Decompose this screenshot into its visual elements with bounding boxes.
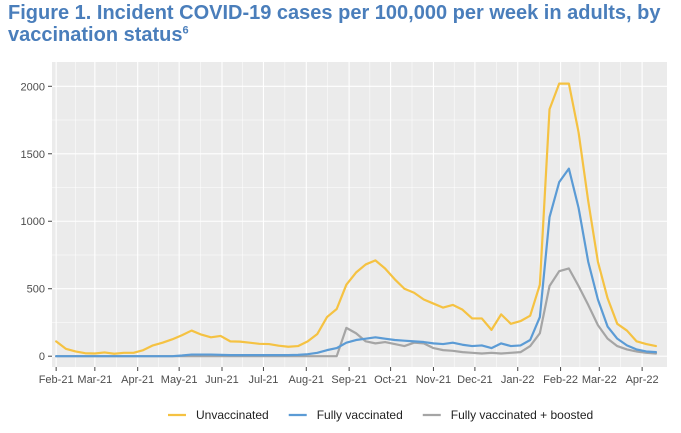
x-tick-label: Mar-21 bbox=[77, 374, 112, 386]
x-axis: Feb-21 Mar-21 Apr-21 May-21 Jun-21 Jul-21 Aug-… bbox=[39, 367, 659, 386]
x-tick-label: Oct-21 bbox=[374, 374, 407, 386]
legend-item-fully-vaccinated: Fully vaccinated bbox=[288, 408, 403, 422]
y-tick-label: 1500 bbox=[21, 149, 45, 161]
series-line-fully-vaccinated bbox=[55, 167, 658, 358]
x-tick-label: Apr-22 bbox=[626, 374, 659, 386]
x-tick-label: Jul-21 bbox=[248, 374, 278, 386]
x-tick-label: Feb-21 bbox=[39, 374, 74, 386]
legend-label: Fully vaccinated bbox=[317, 408, 403, 422]
chart-title: Figure 1. Incident COVID-19 cases per 10… bbox=[8, 2, 668, 46]
legend: Unvaccinated Fully vaccinated Fully vaccin… bbox=[168, 408, 593, 422]
x-tick-label: Jan-22 bbox=[501, 374, 535, 386]
y-tick-label: 1000 bbox=[21, 216, 45, 228]
grid bbox=[52, 62, 667, 367]
legend-item-unvaccinated: Unvaccinated bbox=[168, 408, 269, 422]
x-tick-label: Apr-21 bbox=[121, 374, 154, 386]
series-line-unvaccinated bbox=[55, 82, 658, 355]
x-tick-label: Dec-21 bbox=[457, 374, 492, 386]
x-tick-label: Nov-21 bbox=[416, 374, 451, 386]
y-axis: 0 500 1000 1500 2000 bbox=[21, 81, 52, 363]
legend-item-fully-vaccinated-boosted: Fully vaccinated + boosted bbox=[422, 408, 593, 422]
series-lines bbox=[55, 82, 658, 358]
y-tick-label: 2000 bbox=[21, 81, 45, 93]
legend-label: Fully vaccinated + boosted bbox=[451, 408, 593, 422]
plot-panel bbox=[52, 62, 667, 367]
chart-title-text: Figure 1. Incident COVID-19 cases per 10… bbox=[8, 2, 661, 46]
x-tick-label: Feb-22 bbox=[543, 374, 578, 386]
y-tick-label: 500 bbox=[27, 284, 45, 296]
chart-title-footnote: 6 bbox=[182, 24, 189, 37]
y-tick-label: 0 bbox=[39, 351, 45, 363]
x-tick-label: Jun-21 bbox=[205, 374, 239, 386]
x-tick-label: Sep-21 bbox=[331, 374, 366, 386]
x-tick-label: May-21 bbox=[161, 374, 198, 386]
x-tick-label: Mar-22 bbox=[582, 374, 617, 386]
x-tick-label: Aug-21 bbox=[289, 374, 324, 386]
legend-label: Unvaccinated bbox=[196, 408, 269, 422]
series-line-fully-vaccinated-boosted bbox=[55, 267, 658, 358]
